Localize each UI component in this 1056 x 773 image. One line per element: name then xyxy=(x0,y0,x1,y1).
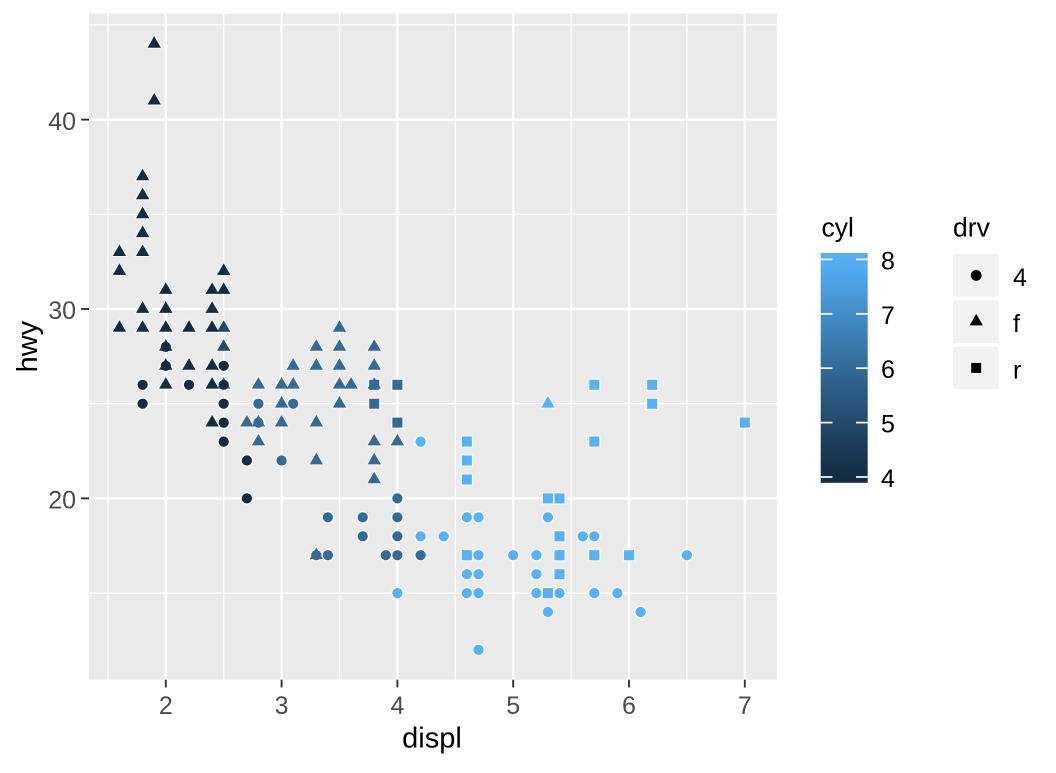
svg-text:r: r xyxy=(1013,357,1021,385)
svg-text:40: 40 xyxy=(48,108,76,136)
svg-text:displ: displ xyxy=(402,723,462,755)
svg-text:f: f xyxy=(1013,310,1020,338)
svg-text:6: 6 xyxy=(881,356,895,384)
svg-text:20: 20 xyxy=(48,487,76,515)
svg-text:2: 2 xyxy=(159,692,173,720)
svg-text:4: 4 xyxy=(390,692,404,720)
svg-text:8: 8 xyxy=(881,247,895,275)
svg-text:5: 5 xyxy=(881,411,895,439)
svg-text:30: 30 xyxy=(48,297,76,325)
svg-text:5: 5 xyxy=(506,692,520,720)
svg-text:drv: drv xyxy=(953,213,991,243)
svg-text:3: 3 xyxy=(275,692,289,720)
svg-text:7: 7 xyxy=(738,692,752,720)
svg-text:4: 4 xyxy=(1013,264,1027,292)
svg-text:4: 4 xyxy=(881,465,895,493)
svg-text:hwy: hwy xyxy=(12,320,44,372)
svg-text:cyl: cyl xyxy=(822,213,854,243)
svg-text:6: 6 xyxy=(622,692,636,720)
svg-text:7: 7 xyxy=(881,302,895,330)
